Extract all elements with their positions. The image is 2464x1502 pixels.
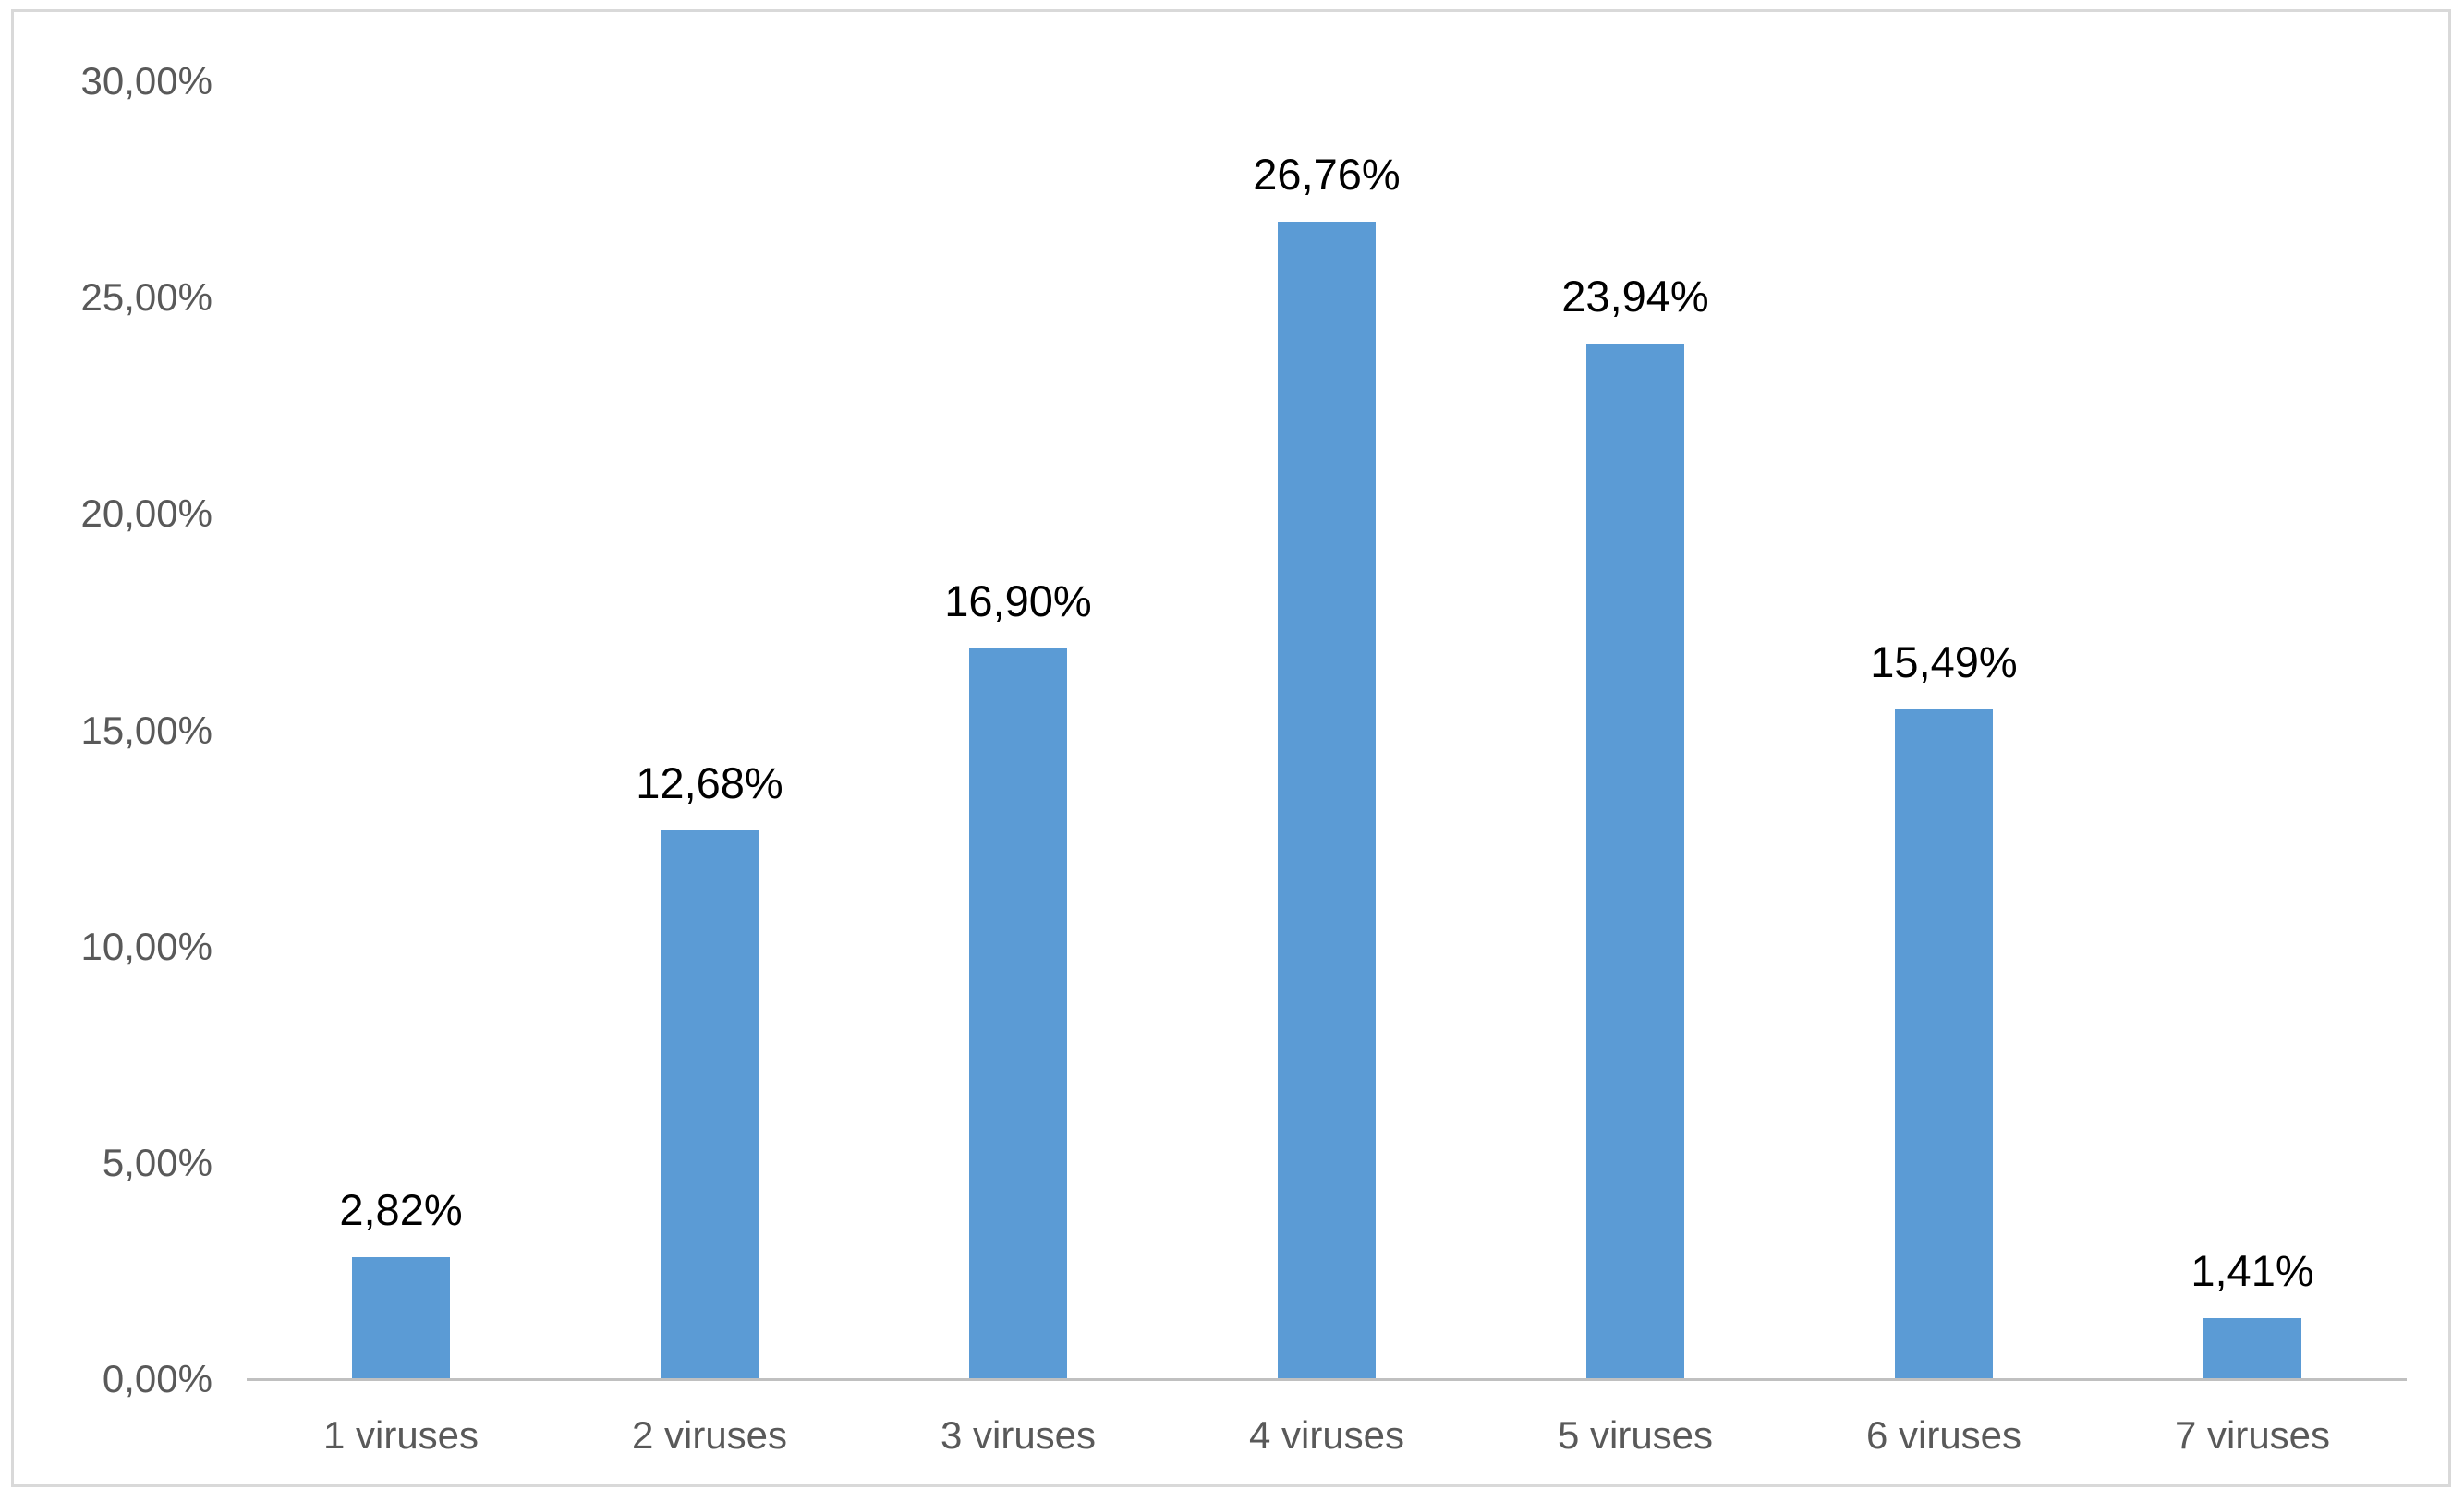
x-axis-line xyxy=(247,1378,2407,1381)
y-axis-tick-label: 10,00% xyxy=(80,924,212,968)
bars-container: 2,82% 12,68% 16,90% 26,76% 23,94% 15,49% 1,41% xyxy=(247,81,2407,1379)
bar xyxy=(351,1257,451,1379)
bar-column: 15,49% xyxy=(1790,81,2098,1379)
y-axis-tick-label: 20,00% xyxy=(80,491,212,536)
bar-column: 26,76% xyxy=(1172,81,1481,1379)
bar-column: 23,94% xyxy=(1481,81,1790,1379)
bar xyxy=(1585,344,1685,1379)
bar-value-label: 2,82% xyxy=(339,1185,463,1234)
bar-value-label: 23,94% xyxy=(1561,272,1709,321)
x-axis-tick-label: 7 viruses xyxy=(2174,1413,2331,1457)
bar-column: 16,90% xyxy=(864,81,1172,1379)
bar xyxy=(660,830,759,1379)
x-axis-labels: 1 viruses 2 viruses 3 viruses 4 viruses 5 vi… xyxy=(247,1409,2407,1462)
bar-value-label: 26,76% xyxy=(1253,150,1401,199)
bar xyxy=(968,648,1068,1379)
bar-value-label: 12,68% xyxy=(636,758,783,807)
bar-value-label: 16,90% xyxy=(944,576,1092,625)
bar-value-label: 15,49% xyxy=(1870,637,2018,686)
bar xyxy=(1894,709,1994,1379)
bar-value-label: 1,41% xyxy=(2191,1246,2314,1295)
bar xyxy=(2203,1318,2302,1379)
bar-column: 1,41% xyxy=(2098,81,2407,1379)
x-axis-tick-label: 1 viruses xyxy=(322,1413,479,1457)
bar-column: 12,68% xyxy=(555,81,864,1379)
y-axis-tick-label: 5,00% xyxy=(102,1140,212,1184)
y-axis: 30,00% 25,00% 20,00% 15,00% 10,00% 5,00% 0,00% xyxy=(14,12,212,1484)
plot-area: 2,82% 12,68% 16,90% 26,76% 23,94% 15,49% 1,41% xyxy=(247,81,2407,1381)
x-axis-tick-label: 6 viruses xyxy=(1865,1413,2022,1457)
chart-frame: 30,00% 25,00% 20,00% 15,00% 10,00% 5,00% 0,00%… xyxy=(11,9,2451,1487)
x-axis-tick-label: 5 viruses xyxy=(1557,1413,1714,1457)
bar-column: 2,82% xyxy=(247,81,555,1379)
x-axis-tick-label: 2 viruses xyxy=(631,1413,788,1457)
y-axis-tick-label: 25,00% xyxy=(80,275,212,320)
y-axis-tick-label: 0,00% xyxy=(102,1357,212,1400)
bar xyxy=(1277,222,1377,1379)
y-axis-tick-label: 15,00% xyxy=(80,708,212,752)
x-axis-tick-label: 4 viruses xyxy=(1248,1413,1405,1457)
x-axis-tick-label: 3 viruses xyxy=(940,1413,1097,1457)
y-axis-tick-label: 30,00% xyxy=(80,59,212,103)
